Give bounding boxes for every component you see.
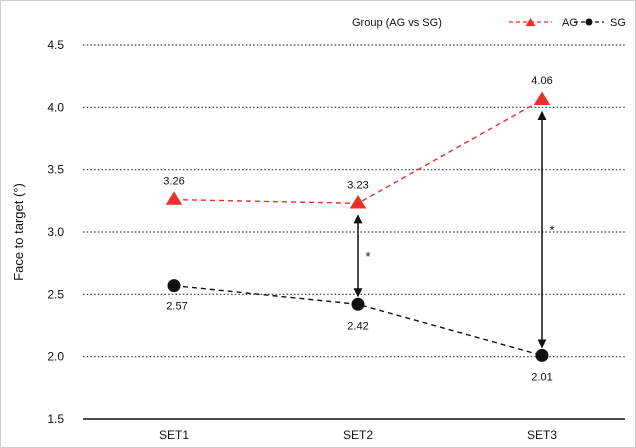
legend-title: Group (AG vs SG) [352, 17, 442, 29]
data-point-ag [165, 191, 183, 205]
y-tick-label: 2.0 [47, 350, 64, 364]
legend-marker-ag [525, 17, 536, 27]
y-tick-label: 3.5 [47, 163, 64, 177]
y-tick-label: 1.5 [47, 412, 64, 426]
data-label-sg: 2.57 [166, 301, 187, 313]
legend-marker-sg [585, 18, 593, 26]
data-point-sg [351, 297, 365, 311]
y-tick-label: 4.5 [47, 38, 64, 52]
data-label-ag: 3.23 [347, 179, 368, 191]
legend-label-sg: SG [610, 17, 626, 29]
legend-label-ag: AG [562, 17, 578, 29]
data-point-sg [535, 348, 549, 362]
y-tick-label: 2.5 [47, 287, 64, 301]
y-tick-label: 4.0 [47, 100, 64, 114]
data-label-sg: 2.01 [531, 371, 552, 383]
y-tick-label: 3.0 [47, 225, 64, 239]
x-tick-label: SET2 [343, 428, 373, 442]
data-point-ag [533, 91, 551, 105]
data-point-sg [167, 279, 181, 293]
x-tick-label: SET3 [527, 428, 557, 442]
data-label-ag: 4.06 [531, 75, 552, 87]
y-axis-title: Face to target (°) [11, 183, 26, 281]
significance-mark: * [365, 249, 370, 264]
data-label-ag: 3.26 [163, 176, 184, 188]
significance-mark: * [549, 223, 554, 238]
data-label-sg: 2.42 [347, 320, 368, 332]
data-point-ag [349, 194, 367, 209]
x-tick-label: SET1 [159, 428, 189, 442]
